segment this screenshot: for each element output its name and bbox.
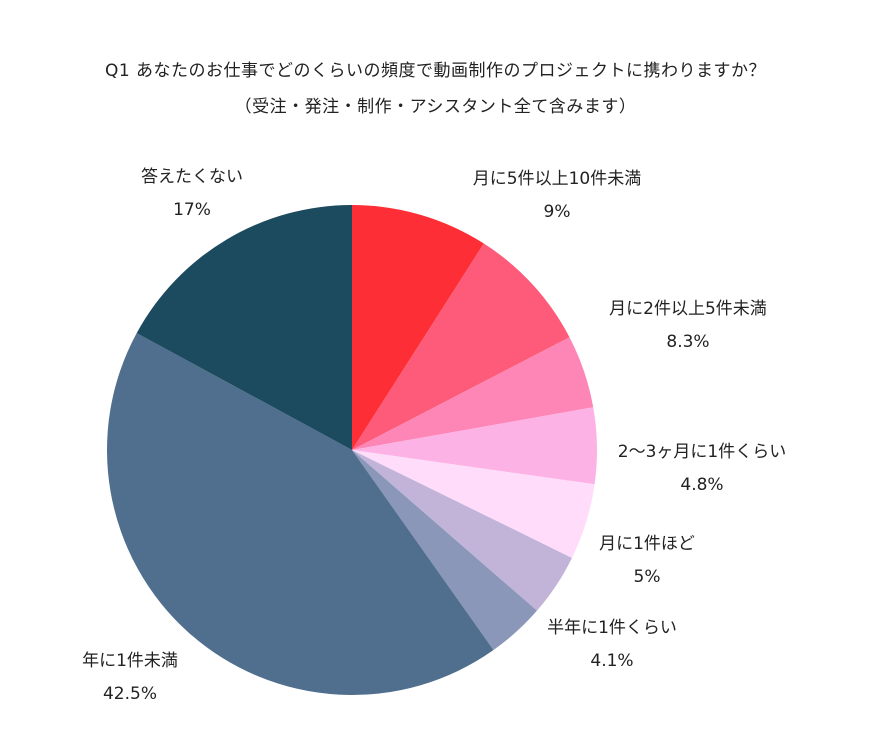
slice-name-1: 月に5件以上10件未満 <box>472 169 642 189</box>
chart-title: Q1 あなたのお仕事でどのくらいの頻度で動画制作のプロジェクトに携わりますか？ <box>104 61 767 81</box>
slice-name-2: 月に2件以上5件未満 <box>609 299 767 319</box>
slice-value-2: 8.3% <box>666 332 710 352</box>
slice-value-3: 4.8% <box>680 475 724 495</box>
slice-value-9: 17% <box>173 200 211 220</box>
pie-slice-7 <box>352 450 537 651</box>
pie-slice-5 <box>352 450 595 558</box>
pie-slice-6 <box>352 450 572 611</box>
pie-slice-4 <box>352 407 597 485</box>
chart-subtitle: （受注・発注・制作・アシスタント全て含みます） <box>234 97 637 117</box>
slice-label-9: 答えたくない 17% <box>141 161 243 227</box>
pie-slice-8 <box>107 333 494 695</box>
slice-label-2: 月に2件以上5件未満 8.3% <box>609 293 767 359</box>
slice-name-8: 年に1件未満 <box>82 651 178 671</box>
pie-slice-3 <box>352 337 594 450</box>
slice-label-1: 月に5件以上10件未満 9% <box>473 163 641 229</box>
slice-name-6: 半年に1件くらい <box>547 618 677 638</box>
slice-value-4: 5% <box>633 567 661 587</box>
slice-value-6: 4.1% <box>590 651 634 671</box>
pie-slice-1 <box>352 205 484 450</box>
slice-label-4: 月に1件ほど 5% <box>599 528 695 594</box>
slice-value-8: 42.5% <box>102 684 158 704</box>
slice-label-6: 半年に1件くらい 4.1% <box>547 612 677 678</box>
pie-slice-9 <box>136 205 352 450</box>
slice-name-3: 2～3ヶ月に1件くらい <box>617 442 787 462</box>
pie-slice-2 <box>352 243 570 450</box>
slice-name-9: 答えたくない <box>141 167 243 187</box>
slice-value-1: 9% <box>543 202 571 222</box>
slice-label-3: 2～3ヶ月に1件くらい 4.8% <box>618 436 786 502</box>
slice-name-4: 月に1件ほど <box>599 534 695 554</box>
slice-label-8: 年に1件未満 42.5% <box>82 645 178 711</box>
